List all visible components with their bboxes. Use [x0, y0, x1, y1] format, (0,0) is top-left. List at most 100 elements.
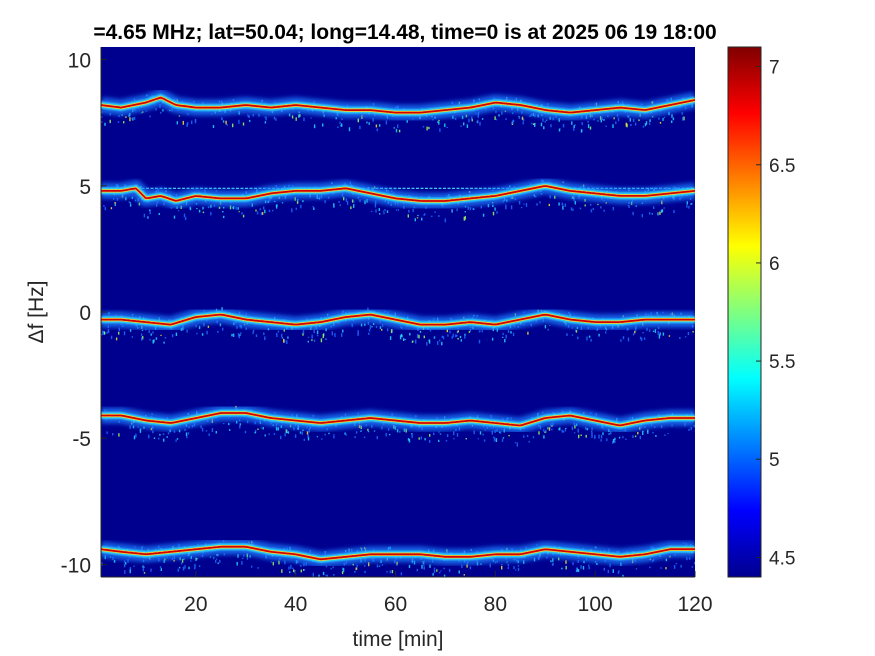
noise-speck: [345, 198, 348, 202]
noise-speck: [307, 336, 310, 338]
noise-speck: [456, 433, 459, 437]
noise-speck: [158, 437, 160, 440]
noise-speck: [577, 569, 580, 573]
noise-speck: [287, 431, 290, 434]
noise-speck: [142, 111, 144, 113]
noise-speck: [686, 201, 688, 205]
noise-speck: [386, 328, 389, 332]
noise-speck: [307, 434, 309, 438]
noise-speck: [527, 331, 529, 335]
noise-speck: [492, 204, 494, 207]
noise-speck: [248, 114, 250, 119]
noise-speck: [273, 116, 276, 120]
noise-speck: [576, 567, 578, 572]
noise-speck: [118, 115, 120, 117]
noise-speck: [117, 121, 120, 123]
noise-speck: [573, 127, 575, 131]
noise-speck: [663, 207, 665, 209]
x-tick-label: 100: [578, 593, 613, 616]
noise-speck: [443, 567, 445, 570]
noise-speck: [694, 430, 695, 433]
noise-speck: [206, 330, 208, 335]
noise-speck: [246, 556, 249, 560]
noise-speck: [477, 114, 479, 118]
noise-speck: [219, 323, 222, 327]
noise-speck: [275, 118, 277, 121]
noise-speck: [343, 196, 345, 201]
noise-speck: [152, 339, 154, 344]
noise-speck: [444, 218, 446, 223]
noise-speck: [198, 209, 201, 213]
noise-speck: [586, 336, 588, 341]
x-tick-label: 20: [184, 593, 207, 616]
colorbar-tick-label: 6: [769, 254, 780, 275]
noise-speck: [572, 562, 574, 566]
noise-speck: [469, 566, 472, 570]
noise-speck: [114, 202, 116, 204]
noise-speck: [256, 211, 259, 215]
noise-speck: [341, 118, 343, 121]
noise-speck: [341, 571, 344, 575]
noise-speck: [684, 336, 687, 338]
noise-speck: [523, 435, 525, 438]
noise-speck: [177, 568, 179, 572]
noise-speck: [114, 203, 116, 206]
noise-speck: [591, 432, 593, 437]
noise-speck: [517, 565, 520, 567]
noise-speck: [237, 333, 240, 337]
noise-speck: [232, 123, 234, 128]
noise-speck: [239, 334, 241, 336]
noise-speck: [577, 428, 579, 433]
noise-speck: [580, 565, 582, 569]
noise-speck: [236, 325, 238, 329]
noise-speck: [216, 554, 218, 557]
noise-speck: [584, 204, 586, 207]
noise-speck: [415, 339, 417, 344]
noise-speck: [150, 333, 152, 336]
noise-speck: [642, 125, 645, 128]
noise-speck: [389, 336, 392, 340]
noise-speck: [260, 427, 262, 429]
noise-speck: [505, 118, 507, 120]
noise-speck: [129, 117, 131, 122]
noise-speck: [191, 120, 193, 125]
noise-speck: [565, 560, 567, 564]
noise-speck: [231, 207, 234, 209]
noise-speck: [325, 328, 327, 332]
noise-speck: [367, 321, 370, 325]
y-tick-label: -10: [61, 554, 91, 577]
noise-speck: [466, 564, 468, 568]
noise-speck: [545, 429, 547, 434]
noise-speck: [439, 128, 441, 132]
noise-speck: [642, 431, 644, 435]
noise-speck: [137, 426, 139, 428]
noise-speck: [247, 114, 249, 116]
noise-speck: [178, 115, 181, 117]
noise-speck: [368, 122, 370, 125]
noise-speck: [411, 434, 413, 438]
noise-speck: [690, 426, 692, 431]
noise-speck: [249, 119, 251, 122]
noise-speck: [242, 122, 245, 126]
noise-speck: [133, 565, 135, 567]
noise-speck: [291, 115, 294, 119]
noise-speck: [499, 432, 502, 434]
noise-speck: [115, 337, 118, 341]
noise-speck: [385, 120, 388, 125]
noise-speck: [274, 200, 276, 202]
noise-speck: [112, 433, 114, 436]
noise-speck: [300, 564, 302, 567]
noise-speck: [451, 336, 453, 339]
noise-speck: [138, 202, 141, 206]
noise-speck: [468, 331, 471, 333]
noise-speck: [132, 425, 135, 429]
noise-speck: [307, 340, 309, 343]
noise-speck: [600, 119, 602, 123]
noise-speck: [453, 438, 455, 440]
noise-speck: [550, 560, 552, 563]
noise-speck: [378, 565, 381, 567]
noise-speck: [232, 333, 235, 337]
noise-speck: [561, 429, 563, 433]
noise-speck: [375, 325, 378, 329]
noise-speck: [178, 429, 181, 433]
